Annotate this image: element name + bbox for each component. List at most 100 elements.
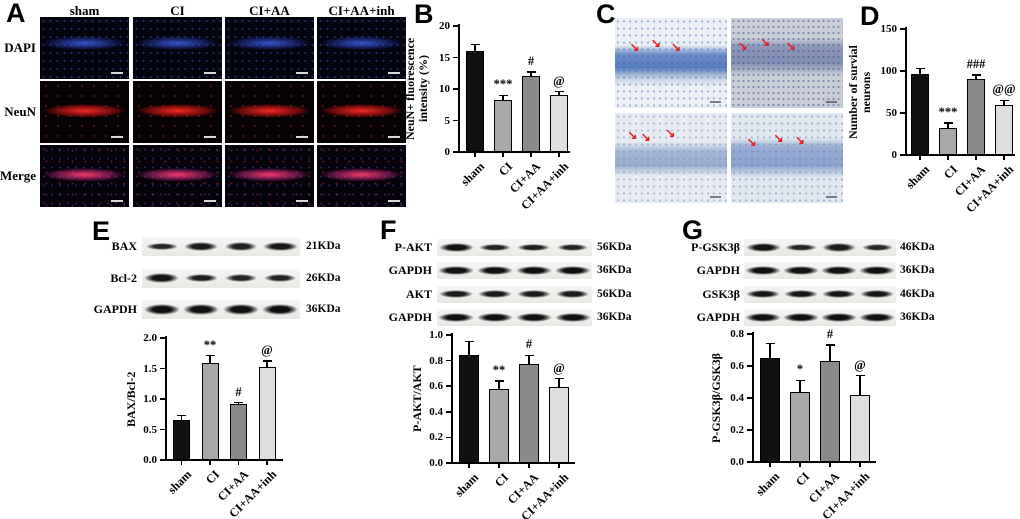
error-bar	[237, 402, 240, 405]
x-axis-tick	[528, 464, 530, 468]
blot-band	[438, 242, 475, 253]
scale-bar	[111, 200, 123, 202]
chart-d: 0 50 100 150 Number of survial neurons sham **…	[846, 23, 1016, 215]
y-axis-title: Number of survial neurons	[846, 45, 873, 139]
chart-g: 0.0 0.2 0.4 0.6 0.8 P-GSK3β/GSK3β sham * CI # CI+A…	[709, 327, 876, 519]
fluorescence-image-dapi-ci-aa	[225, 17, 314, 79]
x-axis-tick	[530, 153, 532, 157]
bar-ci-aa	[522, 76, 540, 152]
bar-ci-aa-inh	[549, 387, 569, 463]
blot-band	[515, 312, 552, 323]
red-arrow-icon: ↘	[627, 128, 638, 143]
blot-band	[477, 266, 514, 276]
error-bar	[829, 345, 831, 362]
blot-band	[554, 266, 591, 276]
blot-band	[745, 266, 781, 276]
significance-annotation: #	[826, 327, 834, 342]
y-axis-tick	[160, 459, 165, 461]
y-axis-tick-label: 0.5	[143, 423, 157, 436]
scale-bar	[204, 200, 216, 202]
scale-bar	[826, 101, 837, 103]
fluorescence-image-merge-sham	[40, 145, 129, 207]
y-axis-tick-label: 0.6	[730, 360, 744, 372]
blot-band	[554, 312, 591, 323]
y-axis-tick	[453, 151, 458, 153]
y-axis-tick	[453, 56, 458, 59]
error-bar-cap	[999, 99, 1009, 102]
y-axis-tick	[900, 112, 905, 114]
significance-annotation: ***	[938, 105, 958, 120]
y-axis-tick-label: 50	[886, 107, 897, 119]
blot-band	[859, 312, 895, 323]
scale-bar	[388, 72, 400, 74]
blot-strip	[744, 285, 896, 303]
y-axis-tick	[160, 337, 165, 339]
blot-band	[143, 304, 180, 315]
y-axis-line	[752, 332, 754, 463]
y-axis-line	[905, 27, 907, 156]
scale-bar	[388, 200, 400, 202]
scale-bar	[388, 136, 400, 138]
error-bar	[799, 380, 801, 392]
blot-band	[821, 266, 857, 276]
y-axis-tick-label: 10	[439, 83, 450, 95]
error-bar	[558, 91, 560, 95]
y-axis-tick-label: 5	[444, 114, 451, 127]
significance-annotation: @@	[992, 82, 1016, 97]
x-axis-tick	[474, 153, 476, 157]
bar-sham	[459, 355, 479, 463]
error-bar-cap	[498, 94, 508, 97]
error-bar	[975, 75, 977, 79]
blot-band	[478, 289, 513, 299]
x-axis-tick	[502, 153, 504, 157]
blot-band	[262, 304, 299, 315]
y-axis-tick-label: 0.8	[429, 354, 443, 367]
bar-ci-aa	[967, 78, 985, 155]
blot-band	[479, 243, 512, 252]
fluorescence-image-merge-ci-aa-inh	[317, 145, 406, 207]
row-label: DAPI	[4, 40, 36, 55]
error-bar	[209, 355, 211, 363]
chart-f: 0.0 0.2 0.4 0.6 0.8 1.0 P-AKT/AKT sham ** CI # CI+A…	[410, 329, 575, 519]
blot-protein-label: GAPDH	[696, 263, 740, 278]
red-arrow-icon: ↘	[665, 126, 676, 141]
blot-strip	[437, 285, 592, 303]
y-axis-tick	[747, 429, 752, 431]
y-axis-tick-label: 0.4	[730, 392, 744, 404]
blot-strip	[744, 239, 896, 256]
y-axis-tick-label: 0.2	[429, 431, 443, 444]
fluorescence-image-neun-ci	[133, 81, 222, 143]
y-axis-tick	[747, 397, 752, 399]
blot-band	[555, 290, 590, 299]
blot-kda-label: 56KDa	[597, 287, 632, 300]
error-bar	[498, 381, 500, 389]
fluorescence-image-merge-ci-aa	[225, 145, 314, 207]
bar-sham	[760, 358, 780, 462]
blot-protein-label: GAPDH	[388, 309, 432, 324]
nissl-image-3: ↘ ↘ ↘	[615, 113, 727, 203]
blot-band	[821, 312, 857, 323]
y-axis-line	[458, 24, 460, 153]
scale-bar	[710, 101, 721, 103]
error-bar-cap	[554, 377, 564, 380]
fluorescence-image-neun-ci-aa	[225, 81, 314, 143]
significance-annotation: #	[525, 337, 533, 352]
y-axis-tick	[453, 119, 458, 122]
y-axis-title: BAX/Bcl-2	[124, 371, 138, 427]
bar-ci-aa-inh	[258, 367, 276, 460]
fluorescence-image-dapi-ci	[133, 17, 222, 79]
nissl-image-1: ↘ ↘ ↘	[615, 18, 727, 108]
y-axis-tick	[446, 334, 451, 336]
error-bar-cap	[464, 340, 474, 343]
significance-annotation: **	[492, 363, 506, 378]
error-bar	[1003, 100, 1005, 106]
blot-protein-label: GSK3β	[702, 286, 740, 301]
error-bar	[558, 378, 560, 388]
y-axis-tick-label: 0.0	[730, 456, 744, 468]
blot-protein-label: P-GSK3β	[691, 240, 740, 254]
y-axis-line	[451, 333, 453, 464]
fluorescence-image-dapi-ci-aa-inh	[317, 17, 406, 79]
blot-band	[783, 312, 819, 323]
red-arrow-icon: ↘	[760, 35, 771, 49]
